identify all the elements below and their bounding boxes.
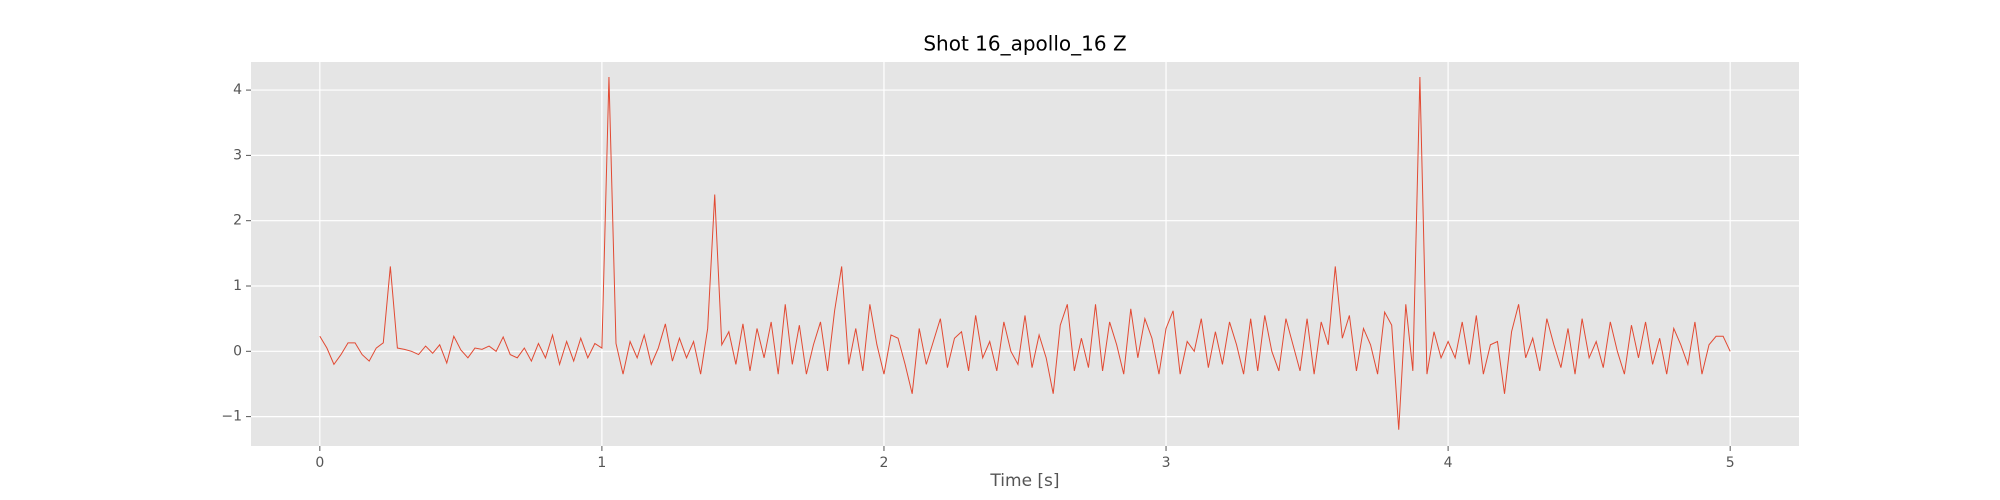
chart-title: Shot 16_apollo_16 Z — [923, 32, 1126, 56]
x-axis-label: Time [s] — [989, 471, 1059, 491]
x-tick-label: 4 — [1444, 455, 1453, 471]
x-tick-label: 2 — [880, 455, 889, 471]
x-tick-label: 5 — [1726, 455, 1735, 471]
y-tick-label: −1 — [221, 409, 242, 425]
y-tick-label: 3 — [233, 147, 242, 163]
x-tick-label: 3 — [1162, 455, 1171, 471]
x-tick-label: 0 — [315, 455, 324, 471]
line-series — [319, 77, 1731, 430]
y-tick-label: 0 — [233, 343, 242, 359]
y-tick-label: 1 — [233, 278, 242, 294]
x-tick-label: 1 — [597, 455, 606, 471]
plot-area — [251, 62, 1799, 446]
y-tick-label: 4 — [233, 82, 242, 98]
y-tick-label: 2 — [233, 213, 242, 229]
